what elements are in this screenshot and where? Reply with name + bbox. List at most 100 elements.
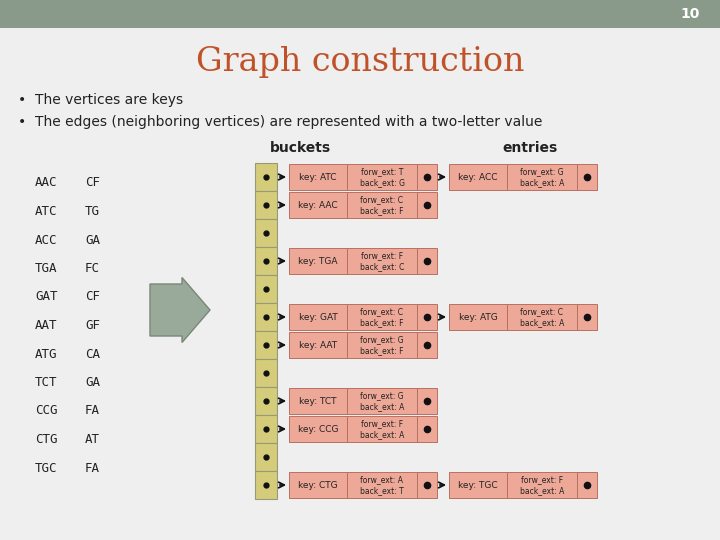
Text: back_ext: F: back_ext: F <box>360 319 404 327</box>
Bar <box>255 303 277 331</box>
Bar <box>255 247 277 275</box>
Bar <box>289 164 347 190</box>
Text: buckets: buckets <box>269 141 330 155</box>
Text: CF: CF <box>85 291 100 303</box>
Text: forw_ext: C: forw_ext: C <box>521 307 564 316</box>
Bar <box>577 304 597 330</box>
Bar <box>417 332 437 358</box>
Text: GA: GA <box>85 233 100 246</box>
Text: back_ext: F: back_ext: F <box>360 347 404 355</box>
Text: AAC: AAC <box>35 177 58 190</box>
Bar <box>255 443 277 471</box>
Text: forw_ext: F: forw_ext: F <box>361 420 403 429</box>
Bar <box>289 304 347 330</box>
Bar <box>289 388 347 414</box>
Text: key: ACC: key: ACC <box>458 172 498 181</box>
Text: key: ATG: key: ATG <box>459 313 498 321</box>
Bar <box>347 248 417 274</box>
Text: key: TGC: key: TGC <box>458 481 498 489</box>
Text: GA: GA <box>85 376 100 389</box>
Bar <box>289 248 347 274</box>
Bar <box>449 472 507 498</box>
Text: ACC: ACC <box>35 233 58 246</box>
Bar <box>289 416 347 442</box>
Text: ATC: ATC <box>35 205 58 218</box>
Text: key: TGA: key: TGA <box>298 256 338 266</box>
Text: back_ext: T: back_ext: T <box>360 487 404 496</box>
Bar <box>347 332 417 358</box>
Bar <box>255 191 277 219</box>
Text: key: CTG: key: CTG <box>298 481 338 489</box>
Text: CCG: CCG <box>35 404 58 417</box>
Bar <box>255 163 277 191</box>
Text: CA: CA <box>85 348 100 361</box>
Text: forw_ext: C: forw_ext: C <box>361 195 403 205</box>
Text: key: ATC: key: ATC <box>300 172 337 181</box>
Text: key: AAC: key: AAC <box>298 200 338 210</box>
Text: key: GAT: key: GAT <box>299 313 338 321</box>
Text: back_ext: A: back_ext: A <box>520 319 564 327</box>
Bar <box>0 0 720 28</box>
Bar <box>417 164 437 190</box>
Text: forw_ext: G: forw_ext: G <box>520 167 564 177</box>
Text: back_ext: F: back_ext: F <box>360 206 404 215</box>
Text: forw_ext: A: forw_ext: A <box>361 476 403 484</box>
Bar <box>347 304 417 330</box>
Bar <box>347 416 417 442</box>
Bar <box>577 472 597 498</box>
Text: AAT: AAT <box>35 319 58 332</box>
Text: key: AAT: key: AAT <box>299 341 337 349</box>
Bar <box>347 388 417 414</box>
Text: forw_ext: T: forw_ext: T <box>361 167 403 177</box>
Text: GF: GF <box>85 319 100 332</box>
Bar <box>507 472 577 498</box>
Bar <box>289 332 347 358</box>
Text: forw_ext: C: forw_ext: C <box>361 307 403 316</box>
Bar <box>417 248 437 274</box>
Text: key: CCG: key: CCG <box>298 424 338 434</box>
Bar <box>449 164 507 190</box>
Text: TGC: TGC <box>35 462 58 475</box>
Text: 10: 10 <box>680 7 700 21</box>
Text: back_ext: A: back_ext: A <box>360 430 404 440</box>
Text: FA: FA <box>85 404 100 417</box>
Text: key: TCT: key: TCT <box>300 396 337 406</box>
FancyArrow shape <box>150 278 210 342</box>
Text: CF: CF <box>85 177 100 190</box>
Text: forw_ext: G: forw_ext: G <box>360 335 404 345</box>
Text: back_ext: G: back_ext: G <box>359 179 405 187</box>
Bar <box>255 275 277 303</box>
Text: entries: entries <box>503 141 557 155</box>
Bar <box>417 472 437 498</box>
Text: forw_ext: F: forw_ext: F <box>361 252 403 260</box>
Bar <box>255 387 277 415</box>
Text: back_ext: A: back_ext: A <box>520 179 564 187</box>
Text: back_ext: A: back_ext: A <box>520 487 564 496</box>
Bar <box>449 304 507 330</box>
Text: GAT: GAT <box>35 291 58 303</box>
Text: TG: TG <box>85 205 100 218</box>
Text: TGA: TGA <box>35 262 58 275</box>
Text: back_ext: C: back_ext: C <box>360 262 404 272</box>
Text: CTG: CTG <box>35 433 58 446</box>
Text: TCT: TCT <box>35 376 58 389</box>
Bar <box>417 416 437 442</box>
Bar <box>347 472 417 498</box>
Bar <box>347 192 417 218</box>
Text: Graph construction: Graph construction <box>196 46 524 78</box>
Bar <box>417 388 437 414</box>
Text: forw_ext: F: forw_ext: F <box>521 476 563 484</box>
Bar <box>417 304 437 330</box>
Bar <box>255 471 277 499</box>
Text: ATG: ATG <box>35 348 58 361</box>
Bar <box>255 331 277 359</box>
Text: forw_ext: G: forw_ext: G <box>360 392 404 401</box>
Text: AT: AT <box>85 433 100 446</box>
Bar <box>347 164 417 190</box>
Bar <box>577 164 597 190</box>
Bar <box>289 192 347 218</box>
Bar <box>255 219 277 247</box>
Bar <box>255 415 277 443</box>
Text: •  The edges (neighboring vertices) are represented with a two-letter value: • The edges (neighboring vertices) are r… <box>18 115 542 129</box>
Bar <box>417 192 437 218</box>
